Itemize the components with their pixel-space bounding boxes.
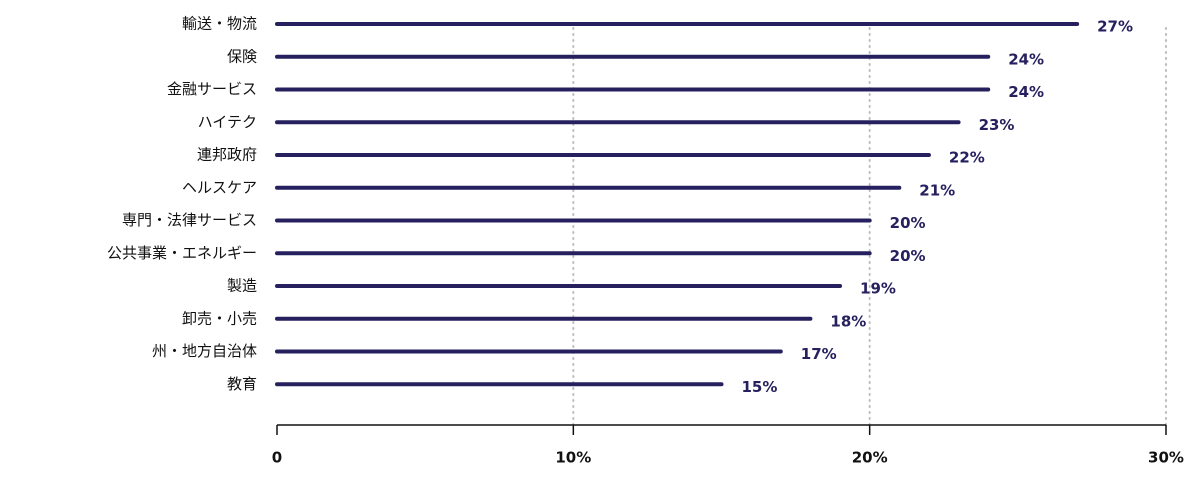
value-label: 15%	[742, 378, 778, 396]
category-label: 保険	[227, 47, 257, 65]
category-label: 公共事業・エネルギー	[107, 244, 257, 262]
category-label: ヘルスケア	[182, 178, 257, 196]
value-label: 19%	[860, 280, 896, 298]
x-tick-label: 30%	[1148, 449, 1184, 467]
value-label: 22%	[949, 149, 985, 167]
value-label: 24%	[1008, 83, 1044, 101]
value-label: 27%	[1097, 18, 1133, 36]
value-label: 21%	[919, 181, 955, 199]
category-label: 教育	[227, 375, 257, 393]
category-label: 州・地方自治体	[152, 342, 257, 360]
category-label: 専門・法律サービス	[122, 211, 257, 229]
x-tick-label: 0	[272, 449, 282, 467]
category-label: 連邦政府	[197, 146, 257, 164]
x-tick-label: 10%	[555, 449, 591, 467]
value-label: 24%	[1008, 50, 1044, 68]
category-label: 輸送・物流	[182, 15, 257, 33]
category-label: 金融サービス	[167, 80, 257, 98]
category-label: ハイテク	[198, 113, 257, 131]
category-label: 製造	[227, 277, 257, 295]
value-label: 20%	[890, 247, 926, 265]
value-label: 18%	[830, 312, 866, 330]
x-tick-label: 20%	[852, 449, 888, 467]
category-label: 卸売・小売	[182, 309, 257, 327]
value-label: 17%	[801, 345, 837, 363]
value-label: 20%	[890, 214, 926, 232]
value-label: 23%	[979, 116, 1015, 134]
